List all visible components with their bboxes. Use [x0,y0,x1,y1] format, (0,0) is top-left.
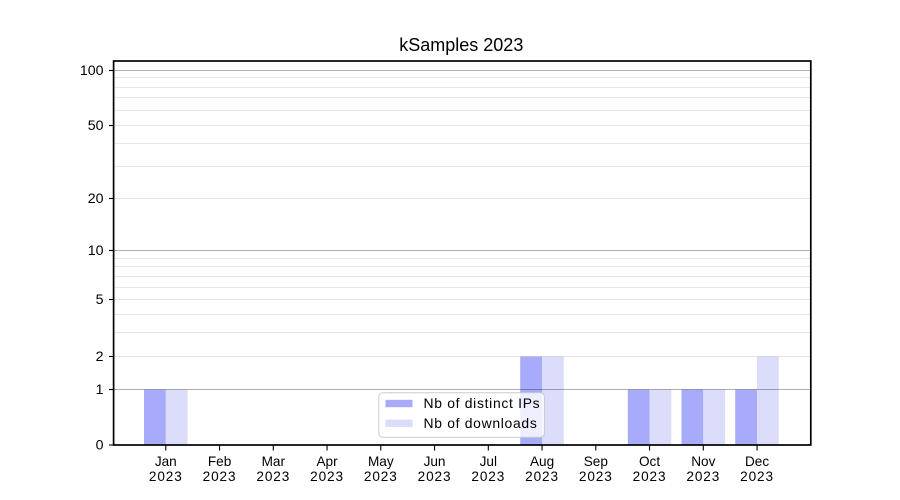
svg-text:5: 5 [96,292,104,308]
svg-text:Mar: Mar [262,454,286,469]
svg-text:2023: 2023 [525,469,559,484]
svg-text:2023: 2023 [633,469,667,484]
svg-text:Apr: Apr [316,454,338,469]
svg-text:Jul: Jul [480,454,497,469]
svg-text:0: 0 [96,438,104,454]
svg-text:2023: 2023 [686,469,720,484]
svg-text:100: 100 [80,63,104,79]
svg-text:Nb of distinct IPs: Nb of distinct IPs [424,395,541,411]
svg-text:Jan: Jan [155,454,177,469]
svg-text:20: 20 [88,191,104,207]
svg-text:1: 1 [96,382,104,398]
svg-text:2023: 2023 [310,469,344,484]
svg-text:May: May [368,454,394,469]
svg-text:2023: 2023 [418,469,452,484]
svg-text:10: 10 [88,243,104,259]
svg-text:2023: 2023 [740,469,774,484]
svg-text:2: 2 [96,349,104,365]
svg-text:Nov: Nov [691,454,715,469]
svg-text:2023: 2023 [149,469,183,484]
svg-text:Sep: Sep [584,454,608,469]
svg-text:Feb: Feb [208,454,231,469]
svg-text:Jun: Jun [424,454,446,469]
svg-text:2023: 2023 [203,469,237,484]
svg-text:Oct: Oct [639,454,660,469]
svg-text:2023: 2023 [579,469,613,484]
svg-text:kSamples 2023: kSamples 2023 [399,35,523,55]
svg-text:Aug: Aug [530,454,554,469]
svg-text:2023: 2023 [364,469,398,484]
svg-text:Nb of downloads: Nb of downloads [424,415,538,431]
svg-text:2023: 2023 [256,469,290,484]
svg-text:Dec: Dec [745,454,769,469]
svg-text:50: 50 [88,118,104,134]
svg-text:2023: 2023 [471,469,505,484]
